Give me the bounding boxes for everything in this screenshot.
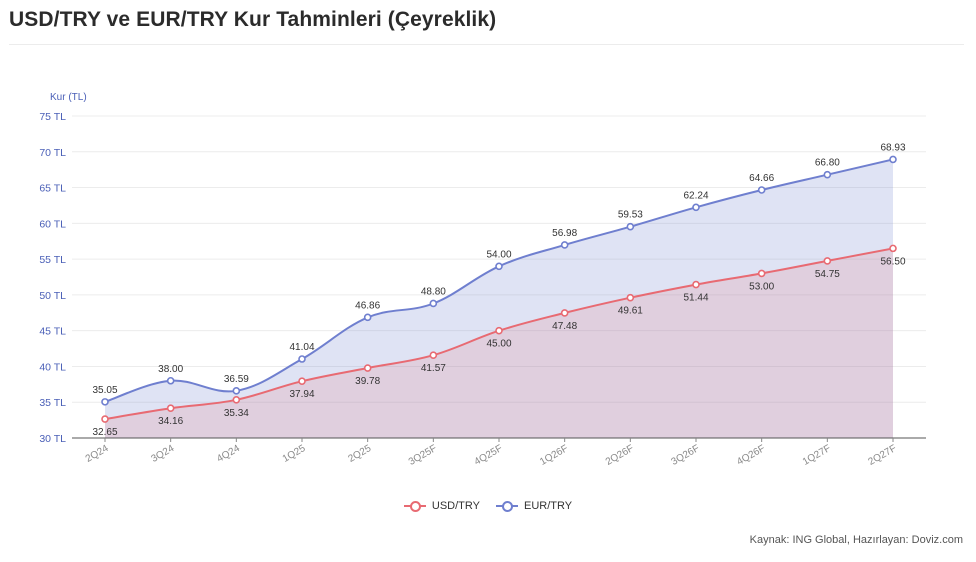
- source-note: Kaynak: ING Global, Hazırlayan: Doviz.co…: [749, 534, 963, 546]
- x-tick-label: 2Q26F: [604, 443, 636, 468]
- legend-swatch-usd: [403, 500, 426, 512]
- y-tick-label: 65 TL: [39, 183, 66, 195]
- x-tick-label: 3Q25F: [407, 443, 439, 468]
- data-label-eur: 35.05: [92, 385, 117, 396]
- data-label-eur: 48.80: [421, 286, 446, 297]
- data-label-usd: 37.94: [289, 389, 314, 400]
- data-label-eur: 59.53: [618, 210, 643, 221]
- data-label-usd: 34.16: [158, 416, 183, 427]
- x-tick-label: 4Q26F: [735, 443, 767, 468]
- data-label-eur: 68.93: [880, 142, 905, 153]
- data-label-usd: 47.48: [552, 321, 577, 332]
- y-tick-label: 40 TL: [39, 361, 66, 373]
- x-tick-label: 4Q25F: [473, 443, 505, 468]
- area-eur: [105, 159, 893, 438]
- point-usd: [298, 377, 306, 385]
- x-tick-label: 1Q26F: [538, 443, 570, 468]
- data-label-eur: 36.59: [224, 374, 249, 385]
- point-usd: [101, 415, 109, 423]
- data-label-eur: 38.00: [158, 364, 183, 375]
- point-eur: [560, 241, 569, 249]
- data-labels: 35.05 38.00 36.59 41.04 46.86 48.80 54.00 56.98…: [92, 142, 905, 438]
- point-usd: [889, 244, 897, 253]
- point-usd: [692, 280, 700, 289]
- point-eur: [495, 262, 503, 271]
- point-eur: [363, 313, 372, 322]
- x-tick-label: 1Q25: [281, 443, 308, 465]
- axes: [72, 437, 926, 442]
- data-label-eur: 62.24: [683, 190, 708, 201]
- point-usd: [823, 257, 832, 265]
- point-eur: [692, 203, 700, 212]
- data-label-usd: 56.50: [880, 256, 905, 267]
- x-tick-label: 1Q27F: [801, 443, 833, 468]
- legend: USD/TRY EUR/TRY: [0, 500, 976, 512]
- point-eur: [626, 222, 635, 231]
- y-tick-label: 75 TL: [39, 111, 66, 123]
- data-label-eur: 54.00: [486, 249, 511, 260]
- x-tick-label: 4Q24: [215, 443, 242, 465]
- x-tick-label: 3Q26F: [670, 443, 702, 468]
- data-label-usd: 41.57: [421, 363, 446, 374]
- point-eur: [101, 398, 109, 406]
- point-usd: [560, 309, 569, 317]
- data-label-usd: 54.75: [815, 269, 840, 280]
- point-usd: [166, 404, 175, 413]
- title-divider: [9, 44, 964, 45]
- data-label-usd: 35.34: [224, 408, 249, 419]
- legend-item-usd[interactable]: USD/TRY: [403, 500, 480, 512]
- x-tick-label: 3Q24: [149, 443, 176, 465]
- point-eur: [889, 155, 897, 164]
- point-usd: [363, 364, 372, 372]
- legend-label-eur: EUR/TRY: [524, 500, 573, 512]
- data-label-eur: 46.86: [355, 300, 380, 311]
- y-tick-label: 30 TL: [39, 433, 66, 445]
- y-axis-title: Kur (TL): [50, 92, 87, 103]
- point-usd: [429, 351, 438, 360]
- point-usd: [626, 293, 635, 302]
- y-tick-label: 35 TL: [39, 397, 66, 409]
- data-label-usd: 39.78: [355, 376, 380, 387]
- point-usd: [232, 395, 241, 404]
- data-label-eur: 64.66: [749, 173, 774, 184]
- data-label-usd: 49.61: [618, 306, 643, 317]
- y-tick-label: 45 TL: [39, 326, 66, 338]
- data-label-usd: 45.00: [486, 339, 511, 350]
- data-label-eur: 66.80: [815, 158, 840, 169]
- data-label-eur: 56.98: [552, 228, 577, 239]
- y-tick-label: 50 TL: [39, 290, 66, 302]
- legend-item-eur[interactable]: EUR/TRY: [496, 500, 572, 512]
- x-tick-label: 2Q25: [346, 443, 373, 465]
- data-label-usd: 53.00: [749, 281, 774, 292]
- chart-title: USD/TRY ve EUR/TRY Kur Tahminleri (Çeyre…: [9, 8, 497, 31]
- point-eur: [757, 186, 766, 194]
- point-eur: [298, 355, 306, 363]
- point-eur: [166, 376, 175, 385]
- y-tick-label: 60 TL: [39, 218, 66, 230]
- data-label-usd: 51.44: [683, 293, 708, 304]
- point-usd: [757, 269, 766, 278]
- point-eur: [823, 170, 832, 179]
- data-label-eur: 41.04: [289, 342, 314, 353]
- x-tick-label: 2Q24: [84, 443, 111, 465]
- point-eur: [429, 299, 438, 308]
- area-usd: [105, 248, 893, 438]
- area-fills: [105, 159, 893, 438]
- y-tick-label: 70 TL: [39, 147, 66, 159]
- point-eur: [232, 387, 241, 395]
- x-tick-label: 2Q27F: [867, 443, 899, 468]
- legend-label-usd: USD/TRY: [431, 500, 480, 512]
- legend-swatch-eur: [496, 500, 518, 512]
- y-tick-label: 55 TL: [39, 254, 66, 266]
- point-usd: [495, 326, 503, 335]
- data-points: [101, 155, 897, 423]
- data-label-usd: 32.65: [92, 427, 117, 438]
